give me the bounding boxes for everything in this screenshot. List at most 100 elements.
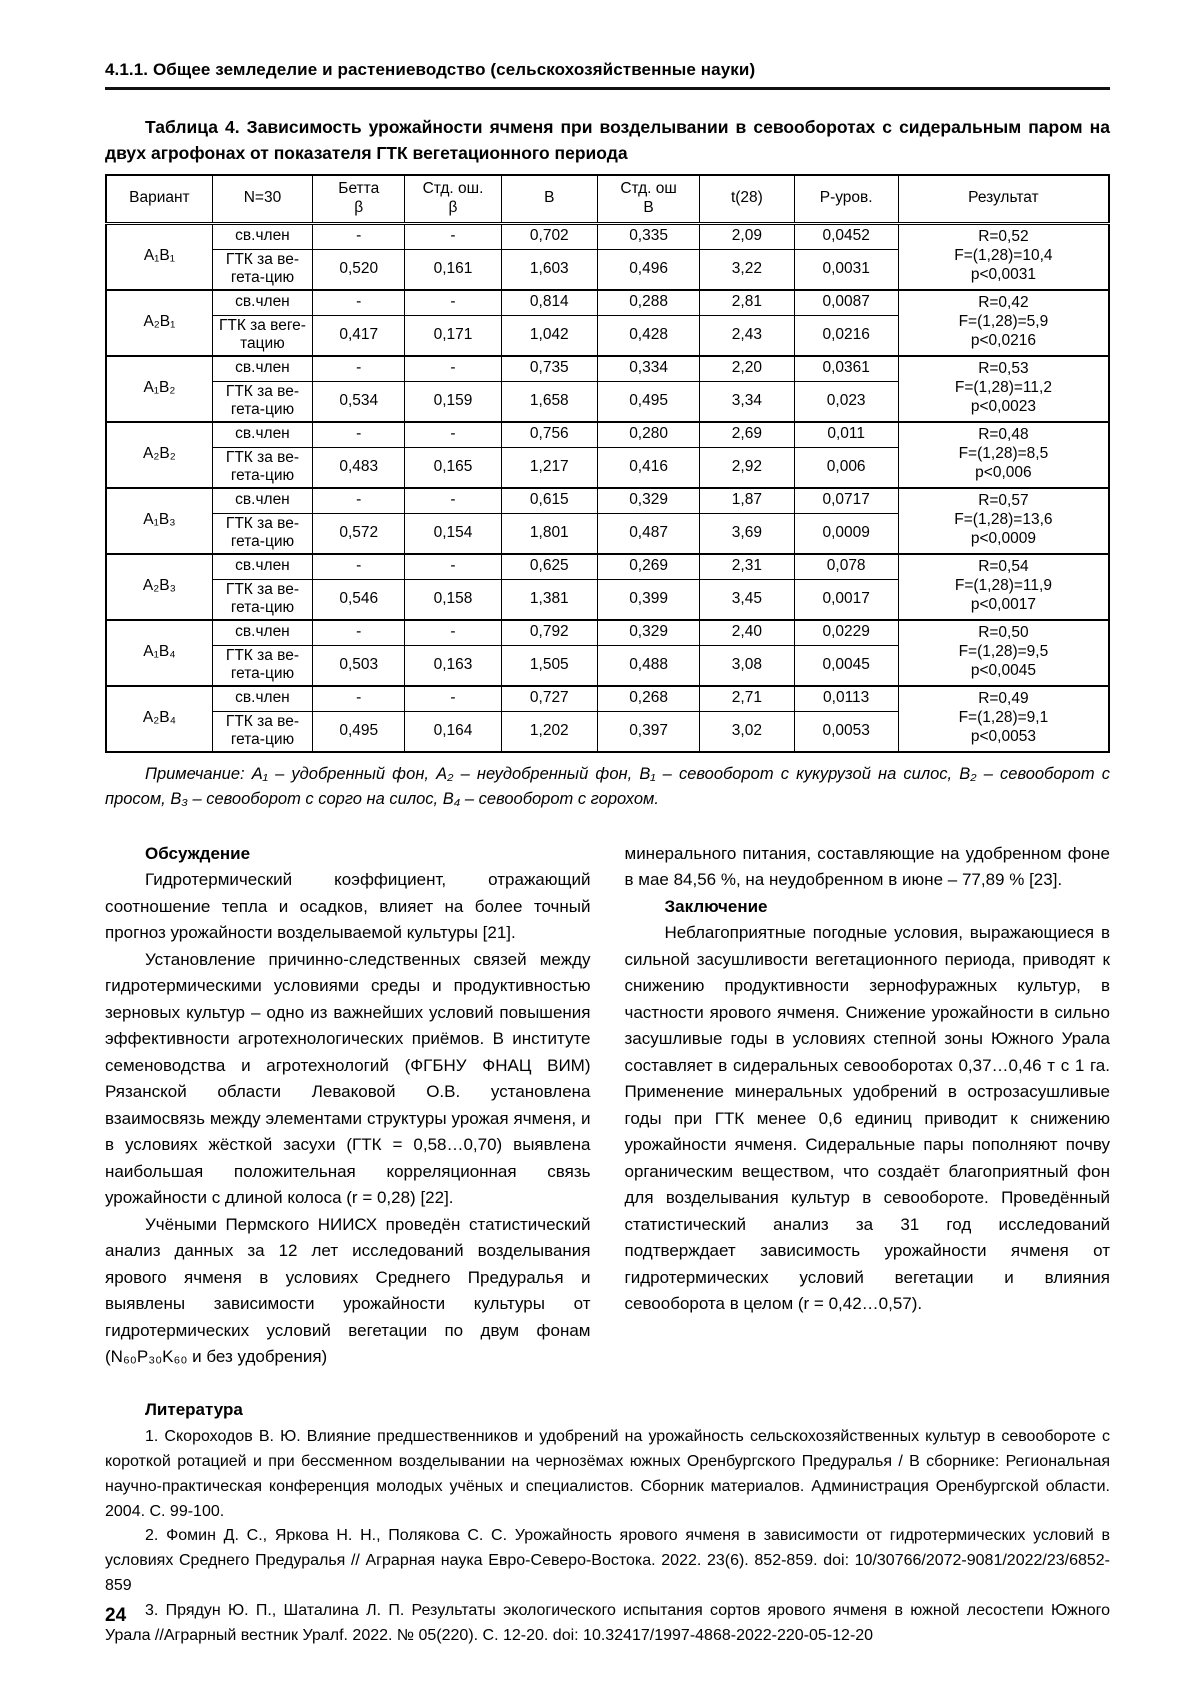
cell-p: 0,0031 [793, 248, 899, 290]
predictor-label: ГТК за ве- гета-цию [211, 578, 314, 620]
cell-b: 0,727 [500, 684, 598, 712]
cell-se-beta: - [404, 486, 502, 514]
cell-b: 1,801 [500, 512, 598, 554]
cell-t: 2,71 [699, 684, 795, 712]
cell-p: 0,0113 [793, 684, 899, 712]
result-cell: R=0,52 F=(1,28)=10,4 p<0,0031 [897, 222, 1110, 290]
cell-p: 0,0087 [793, 288, 899, 316]
result-p: p<0,0023 [970, 397, 1036, 415]
cell-t: 2,43 [699, 314, 795, 356]
cell-se-beta: 0,163 [404, 644, 502, 686]
result-p: p<0,0017 [970, 595, 1036, 613]
cell-se-b: 0,488 [596, 644, 701, 686]
cell-beta: 0,417 [312, 314, 406, 356]
predictor-label: ГТК за веге- тацию [211, 314, 314, 356]
cell-se-beta: 0,161 [404, 248, 502, 290]
cell-t: 3,08 [699, 644, 795, 686]
cell-b: 0,625 [500, 552, 598, 580]
cell-t: 1,87 [699, 486, 795, 514]
cell-se-b: 0,268 [596, 684, 701, 712]
table-row: ГТК за ве- гета-цию 0,495 0,164 1,202 0,… [106, 710, 1109, 752]
table-row: А₁В₁ св.член - - 0,702 0,335 2,09 0,0452… [105, 222, 1110, 290]
cell-b: 1,202 [500, 710, 598, 752]
result-p: p<0,006 [975, 463, 1032, 481]
cell-b: 1,217 [500, 446, 598, 488]
col-header-n: N=30 [211, 174, 314, 225]
cell-se-beta: 0,171 [404, 314, 502, 356]
table-row: А₂В₁ св.член - - 0,814 0,288 2,81 0,0087… [105, 288, 1110, 356]
cell-se-beta: - [404, 354, 502, 382]
predictor-label: ГТК за ве- гета-цию [211, 710, 314, 752]
predictor-label: св.член [211, 354, 314, 382]
table-row: ГТК за ве- гета-цию 0,572 0,154 1,801 0,… [106, 512, 1109, 554]
cell-t: 3,45 [699, 578, 795, 620]
cell-p: 0,0216 [793, 314, 899, 356]
cell-b: 0,615 [500, 486, 598, 514]
cell-b: 0,756 [500, 420, 598, 448]
cell-p: 0,006 [793, 446, 899, 488]
cell-se-b: 0,428 [596, 314, 701, 356]
cell-se-b: 0,269 [596, 552, 701, 580]
cell-b: 1,603 [500, 248, 598, 290]
col-header-t: t(28) [699, 174, 795, 225]
discussion-paragraph: Учёными Пермского НИИСХ проведён статист… [105, 1214, 591, 1367]
cell-t: 2,92 [699, 446, 795, 488]
cell-beta: - [312, 420, 406, 448]
section-header: 4.1.1. Общее земледелие и растениеводств… [105, 60, 1110, 90]
result-r: R=0,42 [978, 294, 1029, 312]
result-cell: R=0,42 F=(1,28)=5,9 p<0,0216 [897, 288, 1110, 356]
predictor-label: ГТК за ве- гета-цию [211, 644, 314, 686]
table-header-row: Вариант N=30 Бетта β Стд. ош. β В Стд. о… [105, 174, 1110, 225]
result-f: F=(1,28)=9,5 [958, 643, 1049, 661]
result-r: R=0,53 [978, 360, 1029, 378]
table-row: А₂В₃ св.член - - 0,625 0,269 2,31 0,078 … [105, 552, 1110, 620]
table-row: ГТК за ве- гета-цию 0,546 0,158 1,381 0,… [106, 578, 1109, 620]
cell-se-b: 0,280 [596, 420, 701, 448]
result-p: p<0,0045 [970, 661, 1036, 679]
result-cell: R=0,54 F=(1,28)=11,9 p<0,0017 [897, 552, 1110, 620]
cell-se-b: 0,329 [596, 618, 701, 646]
col-header-variant: Вариант [105, 174, 213, 225]
discussion-continuation: минерального питания, составляющие на уд… [624, 843, 1111, 890]
predictor-label: ГТК за ве- гета-цию [211, 512, 314, 554]
cell-se-beta: 0,158 [404, 578, 502, 620]
cell-beta: - [312, 486, 406, 514]
cell-se-b: 0,329 [596, 486, 701, 514]
variant-label: А₂В₁ [105, 288, 213, 356]
col-header-se-beta: Стд. ош. β [404, 174, 502, 225]
cell-t: 2,81 [699, 288, 795, 316]
result-r: R=0,50 [978, 624, 1029, 642]
variant-label: А₁В₄ [105, 618, 213, 686]
cell-beta: 0,483 [312, 446, 406, 488]
cell-b: 1,042 [500, 314, 598, 356]
cell-se-beta: - [404, 222, 502, 250]
predictor-label: св.член [211, 288, 314, 316]
cell-t: 2,40 [699, 618, 795, 646]
cell-beta: 0,572 [312, 512, 406, 554]
cell-se-b: 0,495 [596, 380, 701, 422]
table-row: ГТК за ве- гета-цию 0,503 0,163 1,505 0,… [106, 644, 1109, 686]
cell-t: 3,22 [699, 248, 795, 290]
predictor-label: св.член [211, 684, 314, 712]
result-f: F=(1,28)=5,9 [958, 313, 1049, 331]
result-f: F=(1,28)=11,9 [954, 577, 1052, 595]
variant-label: А₁В₁ [105, 222, 213, 290]
cell-se-beta: 0,154 [404, 512, 502, 554]
result-f: F=(1,28)=13,6 [954, 511, 1053, 529]
cell-se-beta: - [404, 552, 502, 580]
cell-se-b: 0,416 [596, 446, 701, 488]
cell-se-beta: - [404, 288, 502, 316]
cell-p: 0,078 [793, 552, 899, 580]
page-number: 24 [105, 1605, 127, 1626]
variant-label: А₁В₃ [105, 486, 213, 554]
cell-t: 2,20 [699, 354, 795, 382]
cell-b: 1,658 [500, 380, 598, 422]
table-row: ГТК за ве- гета-цию 0,534 0,159 1,658 0,… [106, 380, 1109, 422]
table-title: Таблица 4. Зависимость урожайности ячмен… [105, 117, 1110, 164]
cell-p: 0,0452 [793, 222, 899, 250]
result-r: R=0,48 [978, 426, 1029, 444]
variant-label: А₂В₃ [105, 552, 213, 620]
results-table: Вариант N=30 Бетта β Стд. ош. β В Стд. о… [105, 173, 1110, 753]
cell-b: 0,792 [500, 618, 598, 646]
cell-se-b: 0,496 [596, 248, 701, 290]
